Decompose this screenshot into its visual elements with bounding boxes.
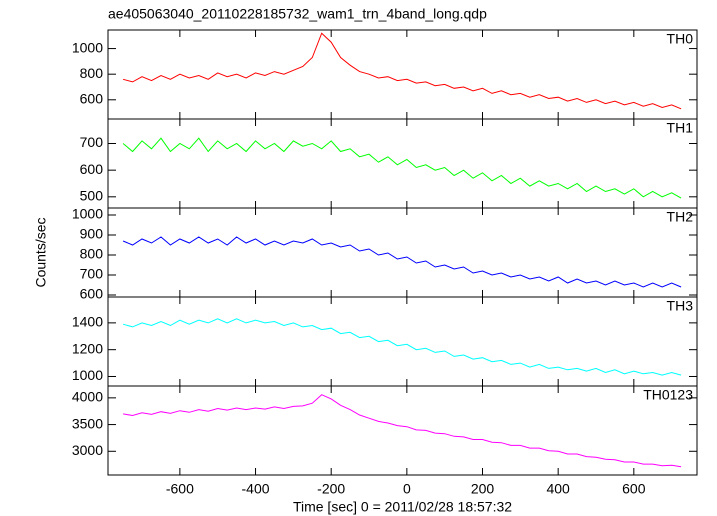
panel-frame xyxy=(107,118,698,209)
y-tick-label: 600 xyxy=(80,286,104,302)
y-axis-label: Counts/sec xyxy=(33,217,49,287)
y-tick-label: 3500 xyxy=(72,415,103,431)
series-label: TH2 xyxy=(667,209,694,225)
y-tick-label: 800 xyxy=(80,65,104,81)
panel-frame xyxy=(107,29,698,120)
y-tick-label: 1000 xyxy=(72,206,103,222)
y-tick-label: 900 xyxy=(80,226,104,242)
x-tick-label: -400 xyxy=(242,481,270,497)
y-tick-label: 700 xyxy=(80,134,104,150)
series-label: TH0 xyxy=(667,31,694,47)
y-tick-label: 1000 xyxy=(72,39,103,55)
y-tick-label: 800 xyxy=(80,246,104,262)
x-tick-label: 0 xyxy=(403,481,411,497)
data-line xyxy=(122,32,682,110)
chart-title: ae405063040_20110228185732_wam1_trn_4ban… xyxy=(108,6,487,22)
x-tick-label: 600 xyxy=(622,481,646,497)
data-line xyxy=(123,394,682,468)
series-label: TH1 xyxy=(667,120,694,136)
data-line xyxy=(122,318,682,376)
series-label: TH0123 xyxy=(643,387,693,403)
y-tick-label: 1200 xyxy=(72,340,103,356)
y-tick-label: 4000 xyxy=(72,389,103,405)
panel-frame xyxy=(107,296,698,387)
x-axis-label: Time [sec] 0 = 2011/02/28 18:57:32 xyxy=(293,499,512,515)
x-tick-label: 200 xyxy=(471,481,495,497)
y-tick-label: 600 xyxy=(80,161,104,177)
y-tick-label: 1400 xyxy=(72,314,103,330)
x-tick-label: -200 xyxy=(317,481,345,497)
data-line xyxy=(122,137,682,199)
y-tick-label: 500 xyxy=(80,188,104,204)
y-tick-label: 600 xyxy=(80,90,104,106)
series-label: TH3 xyxy=(667,298,694,314)
x-tick-label: 400 xyxy=(546,481,570,497)
panel-frame xyxy=(107,385,698,476)
x-tick-label: -600 xyxy=(166,481,194,497)
y-tick-label: 700 xyxy=(80,266,104,282)
data-line xyxy=(122,236,682,288)
y-tick-label: 1000 xyxy=(72,367,103,383)
y-tick-label: 3000 xyxy=(72,442,103,458)
